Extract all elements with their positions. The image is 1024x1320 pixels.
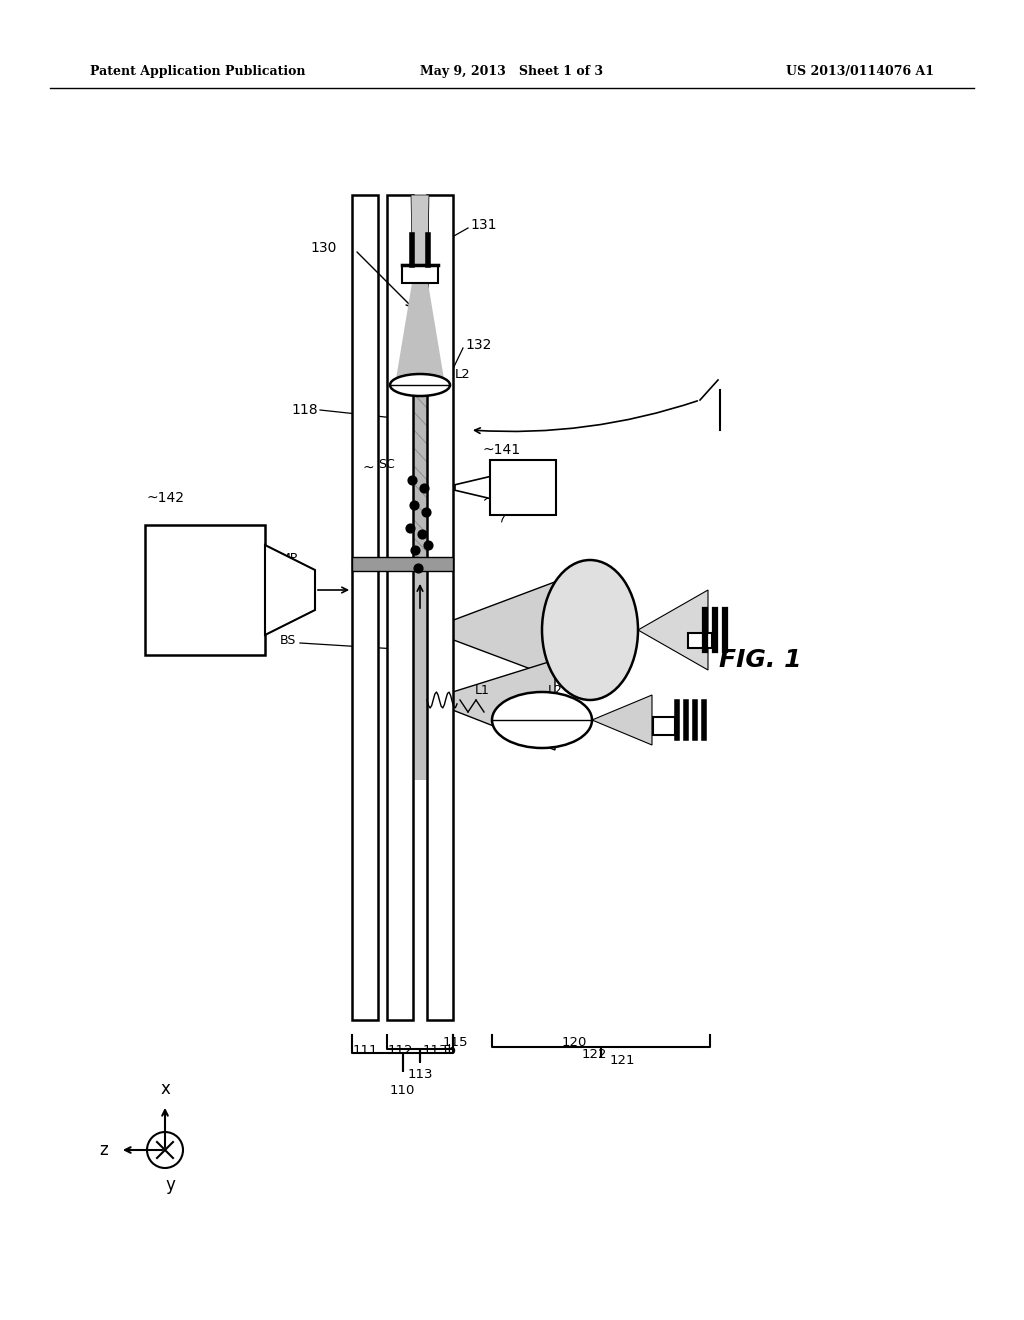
Text: 121: 121 xyxy=(609,1053,635,1067)
Ellipse shape xyxy=(390,374,450,396)
Point xyxy=(407,540,423,561)
Point xyxy=(410,557,426,578)
Text: 111: 111 xyxy=(352,1044,378,1056)
Text: US 2013/0114076 A1: US 2013/0114076 A1 xyxy=(786,66,934,78)
Bar xyxy=(352,557,453,572)
Text: x: x xyxy=(160,1080,170,1098)
Text: ~142: ~142 xyxy=(147,491,185,506)
Text: L2: L2 xyxy=(455,368,471,381)
Text: MP: MP xyxy=(280,552,298,565)
Text: 112: 112 xyxy=(387,1044,413,1056)
Text: 131: 131 xyxy=(470,218,497,232)
Bar xyxy=(145,525,265,655)
Text: 115: 115 xyxy=(442,1035,468,1048)
Bar xyxy=(402,265,438,282)
Text: 132: 132 xyxy=(465,338,492,352)
Bar xyxy=(688,634,712,648)
Polygon shape xyxy=(395,282,445,385)
Text: 122: 122 xyxy=(582,1048,607,1061)
Polygon shape xyxy=(592,696,652,744)
Bar xyxy=(653,717,675,735)
Text: 113b: 113b xyxy=(423,1044,457,1056)
Polygon shape xyxy=(427,660,555,750)
Text: ~: ~ xyxy=(362,461,374,475)
Text: 130: 130 xyxy=(310,242,336,255)
Text: BS: BS xyxy=(280,634,296,647)
Ellipse shape xyxy=(542,560,638,700)
Text: 110: 110 xyxy=(390,1084,415,1097)
Text: y: y xyxy=(165,1176,175,1195)
Bar xyxy=(352,195,378,1020)
Text: SC: SC xyxy=(378,458,394,471)
Text: Patent Application Publication: Patent Application Publication xyxy=(90,66,305,78)
Polygon shape xyxy=(413,572,427,780)
Text: z: z xyxy=(99,1140,109,1159)
Point xyxy=(418,502,434,523)
Text: 120: 120 xyxy=(561,1035,587,1048)
Bar xyxy=(490,459,556,515)
Text: 113: 113 xyxy=(408,1068,433,1081)
Text: L1: L1 xyxy=(475,684,489,697)
Polygon shape xyxy=(455,477,490,499)
Point xyxy=(414,524,430,545)
Bar xyxy=(387,195,413,1020)
Point xyxy=(420,535,436,556)
Ellipse shape xyxy=(492,692,592,748)
Point xyxy=(401,517,418,539)
Text: L2': L2' xyxy=(548,684,566,697)
Point xyxy=(406,495,422,516)
Polygon shape xyxy=(411,195,429,360)
Text: May 9, 2013   Sheet 1 of 3: May 9, 2013 Sheet 1 of 3 xyxy=(421,66,603,78)
Text: ~141: ~141 xyxy=(483,444,521,457)
Polygon shape xyxy=(413,195,427,560)
Bar xyxy=(427,195,453,1020)
Polygon shape xyxy=(265,545,315,635)
Polygon shape xyxy=(427,579,560,680)
Text: FIG. 1: FIG. 1 xyxy=(719,648,801,672)
Point xyxy=(403,470,420,491)
Text: 118: 118 xyxy=(292,403,318,417)
Point xyxy=(416,478,432,499)
Polygon shape xyxy=(638,590,708,671)
